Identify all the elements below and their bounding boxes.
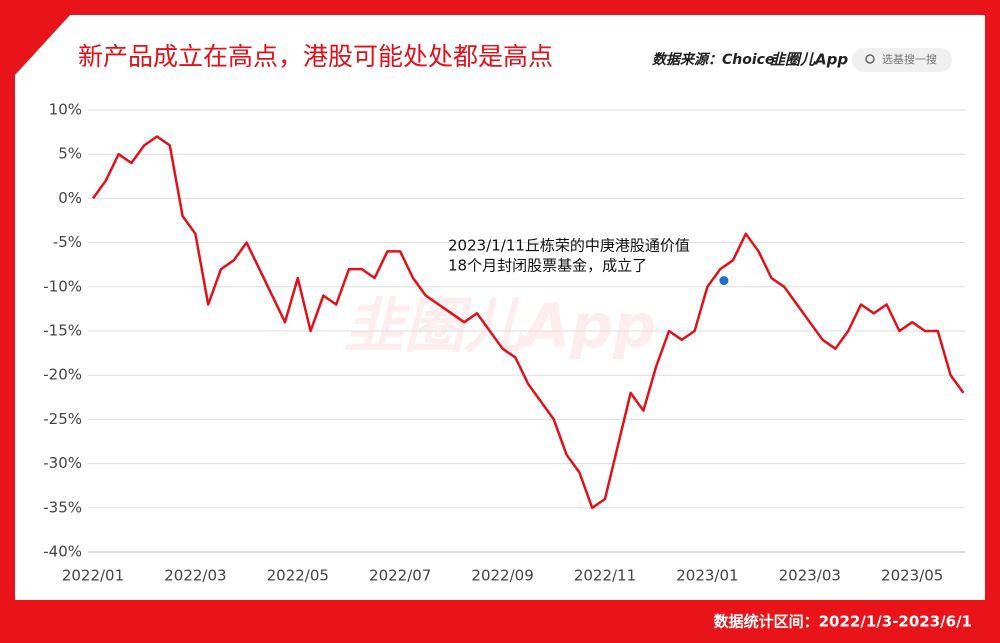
chart-title: 新产品成立在高点，港股可能处处都是高点 bbox=[78, 42, 553, 71]
y-tick-label: -30% bbox=[43, 454, 82, 472]
watermark: 韭圈儿App bbox=[344, 292, 656, 362]
x-tick-label: 2023/01 bbox=[676, 567, 738, 585]
y-tick-label: 10% bbox=[49, 101, 82, 119]
x-tick-label: 2022/07 bbox=[369, 567, 431, 585]
y-tick-label: 5% bbox=[58, 145, 82, 163]
x-tick-label: 2022/09 bbox=[471, 567, 533, 585]
y-tick-label: -10% bbox=[43, 277, 82, 295]
y-tick-label: -20% bbox=[43, 366, 82, 384]
annotation-text: 18个月封闭股票基金，成立了 bbox=[448, 257, 647, 275]
logo: 韭圈儿App bbox=[770, 51, 848, 69]
x-tick-label: 2022/11 bbox=[574, 567, 636, 585]
x-tick-label: 2022/03 bbox=[164, 567, 226, 585]
search-text[interactable]: 选基搜一搜 bbox=[882, 52, 937, 66]
x-tick-label: 2023/03 bbox=[779, 567, 841, 585]
x-tick-label: 2022/05 bbox=[267, 567, 329, 585]
line bbox=[91, 135, 965, 510]
y-tick-label: -5% bbox=[53, 233, 82, 251]
y-tick-label: -15% bbox=[43, 322, 82, 340]
y-tick-label: -40% bbox=[43, 543, 82, 561]
search-icon bbox=[865, 54, 875, 64]
x-tick-label: 2022/01 bbox=[62, 567, 124, 585]
y-tick-label: -25% bbox=[43, 410, 82, 428]
source: 数据来源：Choice bbox=[652, 51, 774, 68]
panel bbox=[15, 15, 985, 600]
x-tick-label: 2023/05 bbox=[881, 567, 943, 585]
y-tick-label: -35% bbox=[43, 498, 82, 516]
footer-text: 数据统计区间：2022/1/3-2023/6/1 bbox=[714, 613, 972, 631]
annotation-text: 2023/1/11丘栋荣的中庚港股通价值 bbox=[448, 237, 690, 255]
corner-decor bbox=[15, 15, 70, 75]
y-tick-label: 0% bbox=[58, 189, 82, 207]
search-box[interactable] bbox=[852, 48, 952, 72]
annotation-marker bbox=[719, 276, 729, 286]
